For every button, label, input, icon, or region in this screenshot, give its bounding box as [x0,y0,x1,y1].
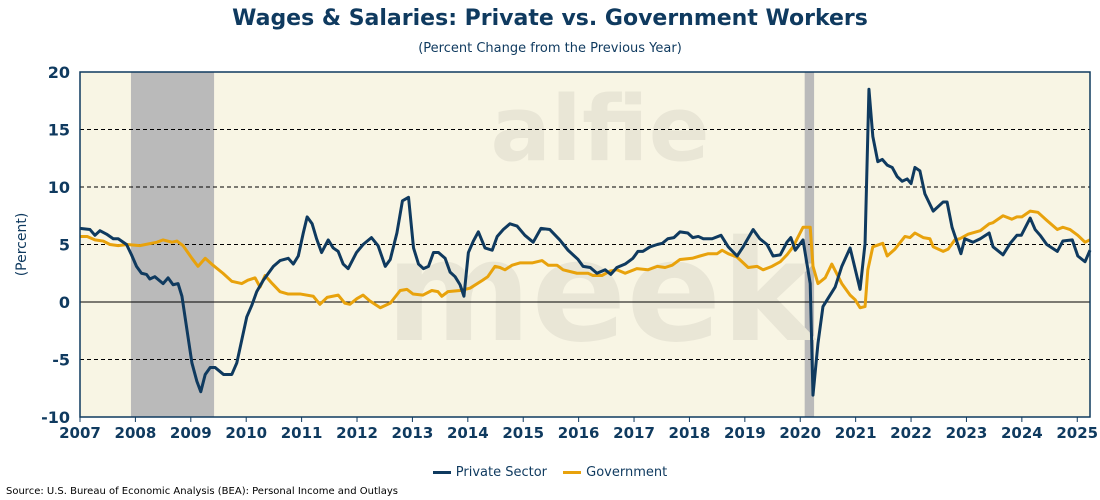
x-tick-label: 2013 [392,424,434,442]
legend-swatch [432,471,451,474]
legend-label: Government [586,465,668,480]
legend-item-private: Private Sector [432,465,548,480]
x-tick-label: 2011 [281,424,323,442]
chart-subtitle: (Percent Change from the Previous Year) [418,41,682,56]
y-tick-label: -5 [52,351,70,370]
x-tick-label: 2023 [946,424,988,442]
series-line-government [80,209,1091,310]
chart-title: Wages & Salaries: Private vs. Government… [232,6,868,31]
x-tick-label: 2020 [779,424,821,442]
x-tick-label: 2016 [558,424,600,442]
x-tick-label: 2008 [115,424,157,442]
y-tick-label: -10 [41,408,70,427]
plot-border [79,71,1091,418]
y-tick-label: 0 [59,293,70,312]
x-tick-label: 2014 [447,424,489,442]
x-tick-label: 2015 [502,424,544,442]
x-tick-label: 2024 [1001,424,1043,442]
x-tick-label: 2009 [170,424,212,442]
x-tick-label: 2012 [336,424,378,442]
y-tick-label: 20 [48,63,70,82]
x-tick-label: 2019 [724,424,766,442]
series-line-private-sector [79,87,1092,397]
y-tick-label: 5 [59,236,70,255]
legend: Private Sector Government [0,463,1100,480]
x-tick-label: 2021 [835,424,877,442]
y-tick-label: 10 [48,178,70,197]
legend-label: Private Sector [455,465,548,480]
x-tick-label: 2025 [1056,424,1098,442]
y-axis-label: (Percent) [14,213,30,277]
x-tick-label: 2022 [890,424,932,442]
x-tick-label: 2018 [669,424,711,442]
legend-item-government: Government [563,465,667,480]
source-note: Source: U.S. Bureau of Economic Analysis… [6,486,398,497]
y-tick-label: 15 [48,121,70,140]
watermark: meek [386,211,818,374]
x-tick-label: 2007 [59,424,101,442]
x-tick-label: 2017 [613,424,655,442]
legend-swatch [563,471,582,474]
x-tick-label: 2010 [225,424,267,442]
